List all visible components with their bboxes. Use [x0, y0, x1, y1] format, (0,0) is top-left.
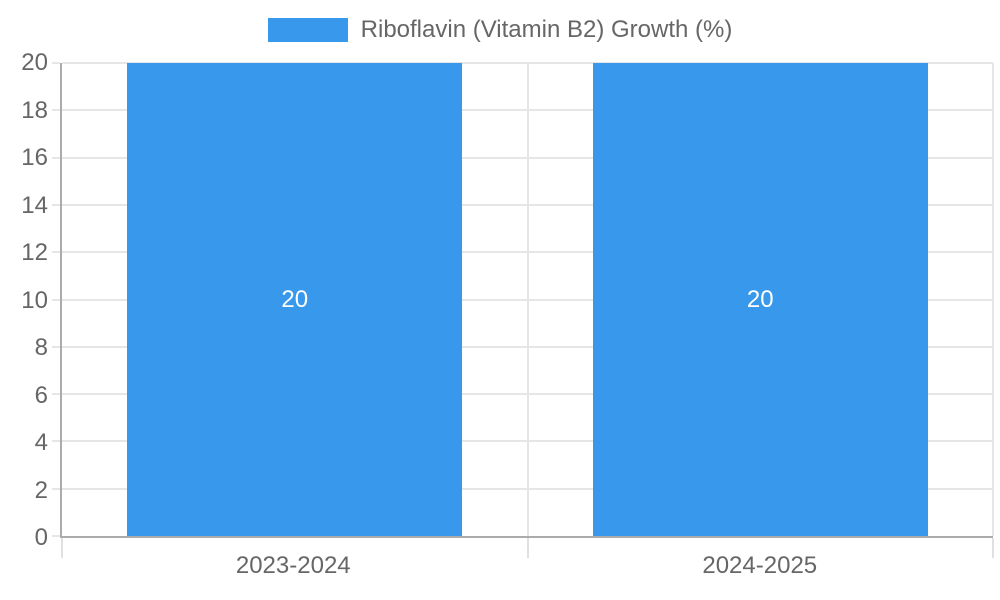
y-axis-tick-label: 18: [21, 96, 48, 124]
x-axis: 2023-2024 2024-2025: [60, 548, 993, 582]
y-axis-tick: [52, 203, 60, 206]
plot-area: 20 20: [52, 62, 994, 558]
y-axis-tick: [52, 251, 60, 254]
y-axis-tick: [52, 298, 60, 301]
y-axis-tick: [52, 156, 60, 159]
y-axis-tick: [52, 535, 60, 537]
x-axis-tick: [526, 538, 529, 558]
category-boundary-gridline: [992, 63, 994, 536]
y-axis-tick-label: 6: [34, 381, 48, 409]
y-axis-tick: [52, 62, 60, 64]
y-axis-tick: [52, 345, 60, 348]
x-axis-tick: [61, 538, 63, 558]
y-axis-tick-label: 16: [21, 144, 48, 171]
x-axis-tick: [992, 538, 994, 558]
x-axis-label: 2023-2024: [235, 552, 351, 579]
bar[interactable]: 20: [592, 63, 928, 536]
y-axis-tick-label: 4: [34, 429, 48, 456]
bar[interactable]: 20: [127, 63, 463, 536]
y-axis-tick: [52, 109, 60, 112]
legend-label: Riboflavin (Vitamin B2) Growth (%): [360, 16, 733, 43]
y-axis-tick-label: 10: [21, 286, 48, 314]
y-axis-tick-label: 0: [34, 524, 48, 551]
x-axis-label: 2024-2025: [702, 552, 818, 579]
y-axis: 0 2 4 6 8 10 12 14 16 18 20: [0, 49, 48, 551]
bar-value-label: 20: [746, 285, 774, 313]
legend-swatch: [267, 18, 348, 42]
y-axis-tick-label: 14: [21, 191, 48, 219]
y-axis-tick-label: 12: [21, 239, 48, 266]
legend[interactable]: Riboflavin (Vitamin B2) Growth (%): [0, 18, 1000, 42]
bar-value-label: 20: [281, 285, 309, 313]
category-boundary-gridline: [526, 63, 529, 536]
y-axis-tick: [52, 440, 60, 443]
y-axis-tick-label: 8: [34, 334, 48, 361]
y-axis-tick: [52, 393, 60, 396]
y-axis-tick: [52, 487, 60, 490]
y-axis-tick-label: 20: [21, 49, 48, 76]
y-axis-tick-label: 2: [34, 476, 48, 504]
